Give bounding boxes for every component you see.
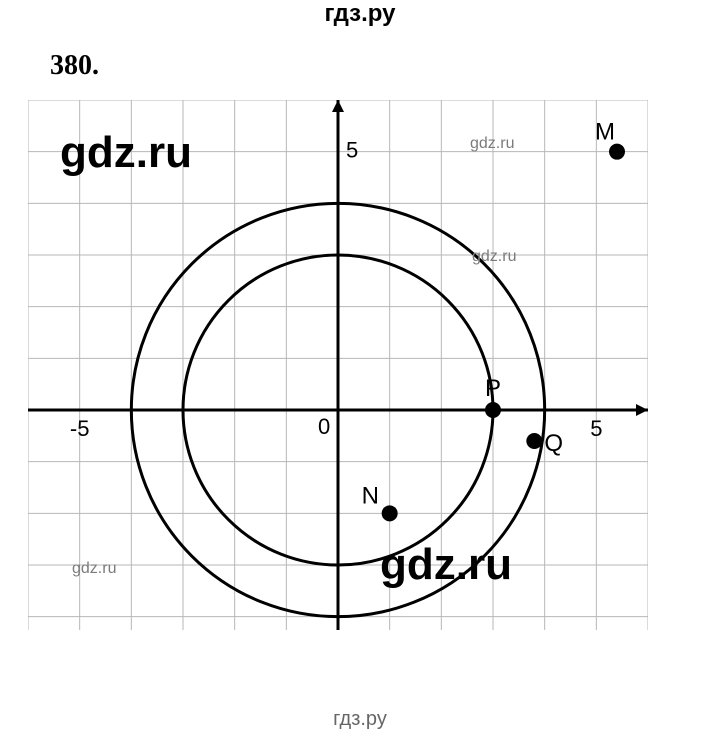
svg-text:Q: Q <box>544 430 563 457</box>
svg-text:0: 0 <box>318 414 330 439</box>
problem-number: 380. <box>50 50 99 82</box>
svg-text:M: M <box>595 119 615 146</box>
watermark-small-2: gdz.ru <box>72 560 116 578</box>
watermark-small-1: gdz.ru <box>472 248 516 266</box>
footer-watermark: гдз.ру <box>0 694 720 744</box>
watermark-big-1: gdz.ru <box>380 540 512 590</box>
chart-svg: -55-550MPQN <box>28 100 648 630</box>
watermark-small-0: gdz.ru <box>470 135 514 153</box>
watermark-big-0: gdz.ru <box>60 128 192 178</box>
svg-text:N: N <box>362 482 379 509</box>
svg-text:-5: -5 <box>70 416 90 441</box>
page-header-title: гдз.ру <box>0 0 720 28</box>
svg-text:5: 5 <box>346 138 358 163</box>
coordinate-chart: -55-550MPQN <box>28 100 648 630</box>
svg-text:P: P <box>485 375 501 402</box>
svg-text:5: 5 <box>590 416 602 441</box>
